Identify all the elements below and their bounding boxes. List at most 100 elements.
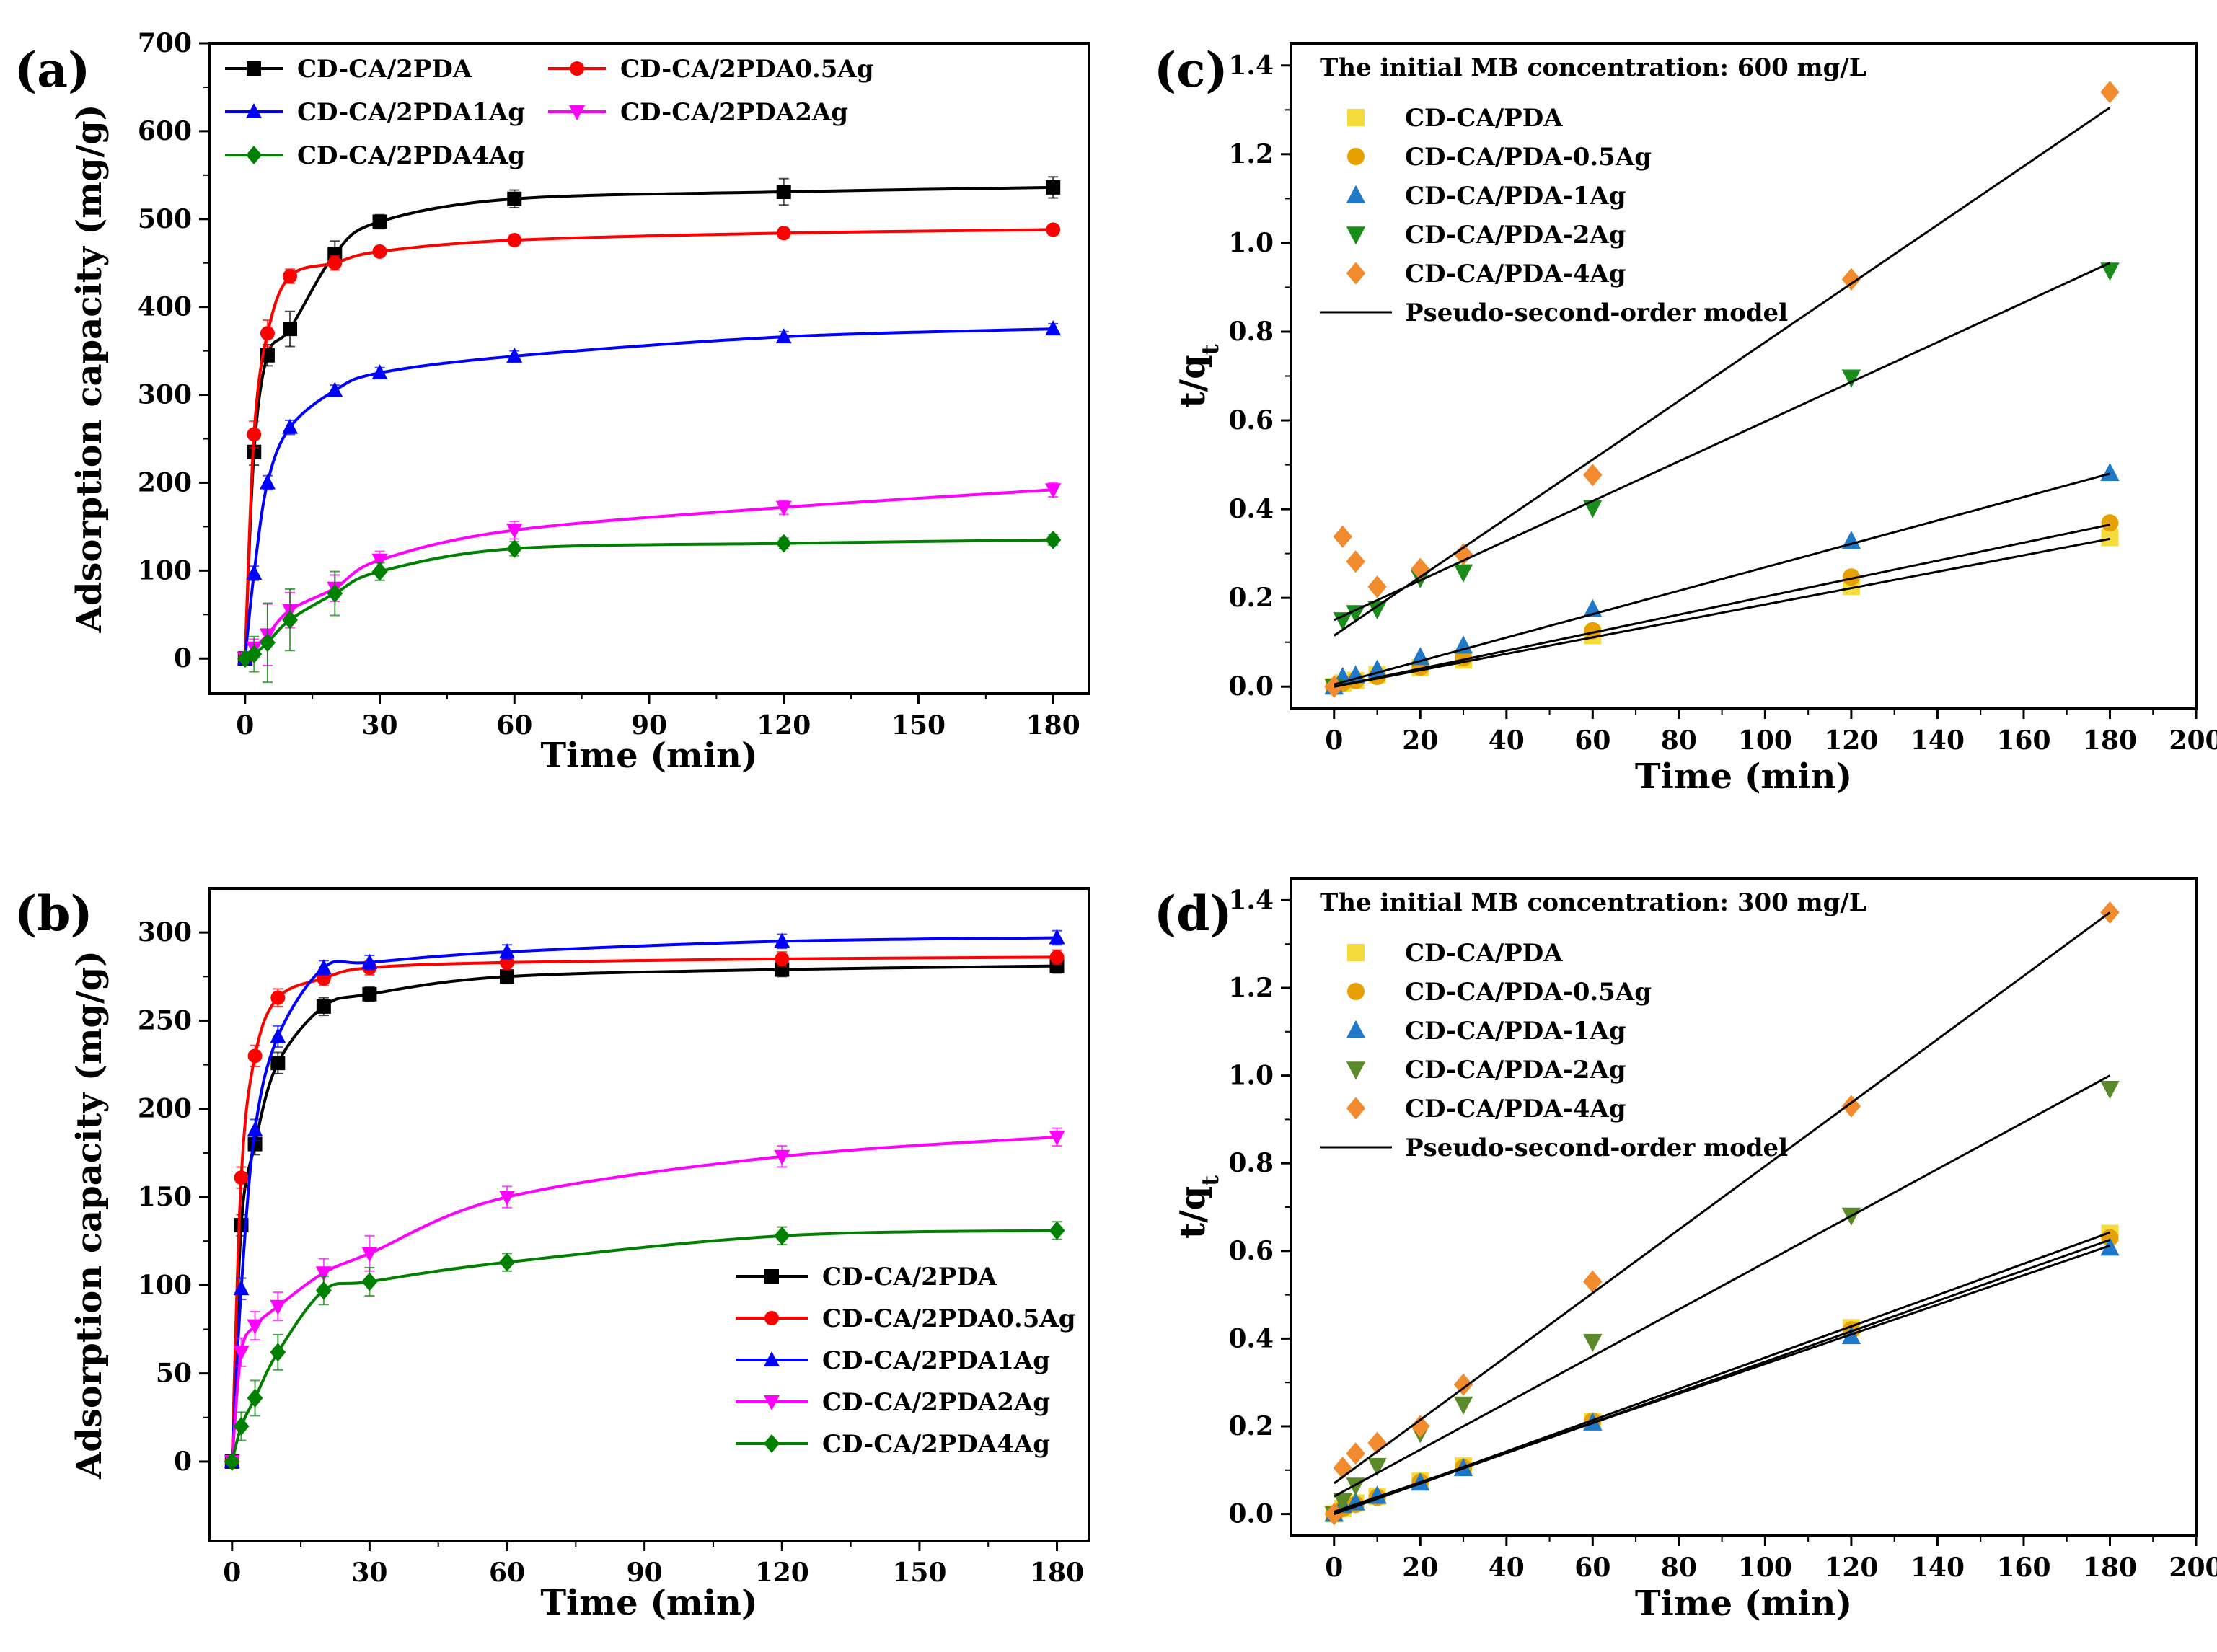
data-point — [270, 1028, 286, 1043]
x-tick-label: 80 — [1661, 1552, 1697, 1583]
x-axis-label: Time (min) — [540, 1583, 757, 1623]
legend-marker — [1346, 1097, 1366, 1120]
fit-line — [1333, 911, 2111, 1485]
y-tick-label: 600 — [138, 116, 192, 146]
chart-panel-c: (c) 0 20 40 60 80 100 120 140 160 180 200 0.0 0.2 0.4 0… — [1154, 42, 2217, 797]
data-point — [270, 1343, 286, 1362]
legend-label: Pseudo-second-order model — [1405, 299, 1788, 327]
data-point — [270, 1056, 286, 1071]
legend-label: CD-CA/PDA-1Ag — [1405, 182, 1626, 211]
fit-line — [1334, 524, 2110, 688]
data-point — [282, 610, 299, 630]
data-point — [371, 562, 388, 581]
data-point — [1411, 557, 1430, 580]
y-tick-label: 0 — [174, 643, 192, 673]
x-tick-label: 180 — [2083, 725, 2137, 756]
y-tick-label: 200 — [138, 467, 192, 498]
series-line — [230, 955, 1057, 1462]
data-point — [315, 959, 332, 975]
data-point — [1367, 1457, 1387, 1477]
x-tick-label: 120 — [757, 710, 811, 741]
x-tick-label: 180 — [2083, 1552, 2137, 1583]
panel-letter: (d) — [1154, 885, 1233, 942]
x-tick-label: 100 — [1738, 725, 1792, 756]
series-CD-CA-2PDA1Ag — [237, 320, 1062, 666]
data-point — [283, 269, 298, 284]
data-point — [1333, 1457, 1352, 1480]
plot-frame — [208, 887, 1090, 1542]
data-point — [1045, 483, 1062, 499]
data-point — [372, 244, 387, 259]
data-point — [1367, 575, 1387, 598]
data-point — [1333, 1493, 1352, 1511]
legend-label: CD-CA/2PDA4Ag — [297, 141, 525, 170]
y-tick-label: 0.8 — [1228, 1148, 1274, 1178]
y-tick-label: 300 — [138, 917, 192, 948]
x-axis-label: Time (min) — [540, 736, 757, 776]
data-point — [247, 1121, 263, 1137]
legend-label: CD-CA/PDA — [1405, 939, 1563, 968]
x-tick-label: 40 — [1489, 725, 1525, 756]
y-axis-label: Adsorption capacity (mg/g) — [69, 950, 110, 1480]
data-point — [247, 1048, 263, 1064]
data-point — [246, 565, 263, 580]
data-point — [1045, 320, 1062, 336]
legend-marker — [1347, 148, 1365, 165]
data-point — [1367, 1431, 1387, 1454]
series-line — [230, 1135, 1057, 1462]
data-point — [2100, 262, 2120, 281]
x-tick-label: 100 — [1738, 1552, 1792, 1583]
data-point — [1453, 543, 1473, 566]
x-tick-label: 30 — [351, 1558, 387, 1588]
legend-marker — [764, 1395, 780, 1410]
x-tick-label: 120 — [755, 1558, 809, 1588]
y-tick-label: 1.2 — [1228, 139, 1274, 169]
y-tick-label: 300 — [138, 380, 192, 410]
x-tick-label: 40 — [1489, 1552, 1525, 1583]
legend-label: CD-CA/PDA-0.5Ag — [1405, 143, 1652, 172]
data-point — [224, 1452, 240, 1471]
legend-marker — [764, 1269, 779, 1284]
data-point — [775, 500, 792, 516]
x-tick-label: 150 — [891, 710, 946, 741]
legend-label: CD-CA/2PDA — [297, 55, 472, 84]
data-point — [775, 534, 792, 553]
data-point — [1046, 180, 1061, 195]
series-CD-CA-2PDA — [237, 176, 1061, 666]
data-point — [1841, 369, 1861, 388]
x-tick-label: 140 — [1910, 725, 1965, 756]
series-CD-CA-2PDA2Ag — [224, 1127, 1065, 1470]
panel-letter: (a) — [14, 42, 90, 98]
data-point — [282, 418, 299, 434]
legend-label: CD-CA/2PDA2Ag — [620, 98, 848, 127]
data-point — [1046, 222, 1061, 237]
x-tick-label: 180 — [1026, 710, 1080, 741]
data-point — [247, 1319, 263, 1335]
data-point — [1049, 1130, 1065, 1146]
y-tick-label: 1.4 — [1228, 885, 1274, 915]
y-tick-label: 0.4 — [1228, 494, 1274, 524]
legend-label: CD-CA/PDA-1Ag — [1405, 1017, 1626, 1046]
y-tick-label: 1.4 — [1228, 50, 1274, 81]
series-Pseudo-second-order-model — [1333, 106, 2111, 688]
data-point — [260, 326, 275, 341]
data-point — [233, 1280, 250, 1296]
data-point — [1346, 605, 1365, 624]
data-point — [499, 1191, 516, 1206]
data-point — [372, 214, 387, 229]
series-Pseudo-second-order-model — [1333, 911, 2111, 1516]
legend-marker — [1346, 1061, 1366, 1080]
fit-line — [1334, 472, 2110, 686]
data-point — [774, 1226, 790, 1245]
legend-title: The initial MB concentration: 300 mg/L — [1320, 888, 1866, 917]
legend-marker — [247, 61, 261, 76]
x-tick-label: 150 — [892, 1558, 946, 1588]
data-point — [327, 255, 343, 270]
y-tick-label: 200 — [138, 1094, 192, 1124]
data-point — [233, 1417, 250, 1436]
data-point — [1583, 1412, 1603, 1431]
legend-label: CD-CA/PDA-4Ag — [1405, 1095, 1626, 1123]
data-point — [247, 427, 262, 442]
y-tick-label: 0.8 — [1228, 317, 1274, 347]
